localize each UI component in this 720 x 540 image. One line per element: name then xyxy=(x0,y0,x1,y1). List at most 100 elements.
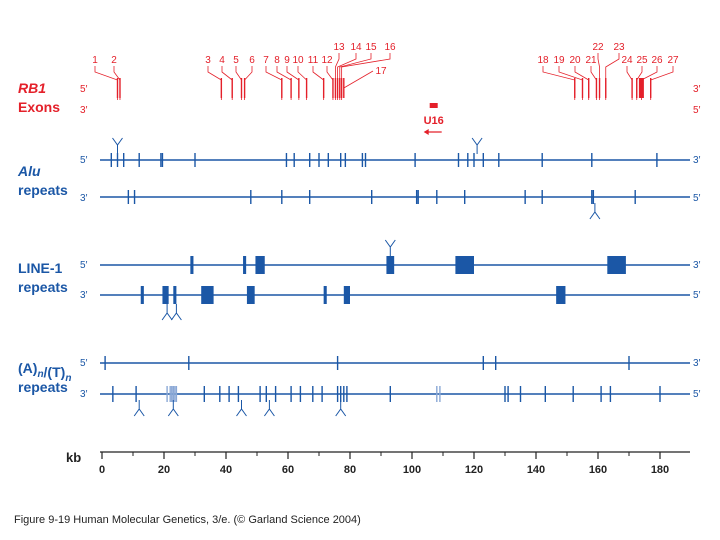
axis-tick-label: 60 xyxy=(282,464,294,476)
exon-label: 23 xyxy=(613,42,625,53)
line1-top-block xyxy=(386,256,395,274)
exon-mark xyxy=(322,78,325,98)
exon-mark xyxy=(343,78,345,98)
exon-label: 15 xyxy=(365,42,377,53)
axis-tick-label: 80 xyxy=(344,464,356,476)
exon-mark xyxy=(336,78,339,98)
exon-label: 18 xyxy=(537,55,549,66)
exon-mark xyxy=(334,78,337,98)
axis-tick-label: 20 xyxy=(158,464,170,476)
exon-mark xyxy=(588,78,590,98)
insertion-fork xyxy=(384,239,396,256)
line1-top-block xyxy=(455,256,474,274)
exon-mark xyxy=(574,78,576,98)
u16-direction-arrow xyxy=(423,129,442,135)
exon-label: 21 xyxy=(585,55,597,66)
exon-mark xyxy=(305,78,308,98)
axis-tick-label: 160 xyxy=(589,464,607,476)
alu-strand-3-left: 3′ xyxy=(80,193,88,204)
axis-ticks: 0 20 40 60 80 100 120 140 160 180 xyxy=(99,452,669,476)
polya-title-subscript: n xyxy=(37,369,43,380)
exon-leader xyxy=(276,66,292,100)
polya-strand-5-right: 5′ xyxy=(693,389,701,400)
exon-label: 2 xyxy=(111,55,117,66)
line1-strand-3-right: 3′ xyxy=(693,260,701,271)
exon-leader xyxy=(626,66,633,100)
axis-tick-label: 40 xyxy=(220,464,232,476)
exon-label: 26 xyxy=(651,55,663,66)
rb1-strand-3-left: 3′ xyxy=(80,105,88,116)
line1-top-block xyxy=(243,256,247,274)
exon-label: 16 xyxy=(384,42,396,53)
polya-strand-3-left: 3′ xyxy=(80,389,88,400)
polya-title: (A)n/(T)n xyxy=(18,360,71,384)
exon-leader xyxy=(605,53,620,100)
line1-bottom-block xyxy=(246,286,255,304)
exon-mark xyxy=(231,78,233,98)
alu-repeats-title: repeats xyxy=(18,182,68,198)
exon-mark xyxy=(243,78,246,98)
exon-leader xyxy=(312,66,325,100)
exon-mark xyxy=(119,78,121,98)
exon-leader xyxy=(244,66,253,100)
exon-leader xyxy=(265,66,283,100)
exon-mark xyxy=(116,78,119,98)
polya-title-part: /(T) xyxy=(44,364,66,380)
exon-label: 8 xyxy=(274,55,280,66)
insertion-fork xyxy=(112,137,123,154)
exons-title: Exons xyxy=(18,99,60,115)
insertion-fork xyxy=(471,137,483,154)
exon-mark xyxy=(220,78,223,98)
line1-section: LINE-1 repeats 5′ 3′ 3′ 5′ xyxy=(18,239,701,321)
line1-top-block xyxy=(607,256,626,274)
polya-strand-3-right: 3′ xyxy=(693,358,701,369)
axis-tick-label: 0 xyxy=(99,464,105,476)
u16-label: U16 xyxy=(424,115,444,127)
insertion-fork xyxy=(170,304,182,321)
alu-marks xyxy=(110,137,658,220)
line1-bottom-block xyxy=(556,286,566,304)
exon-mark xyxy=(281,78,283,98)
exon-label: 10 xyxy=(292,55,304,66)
exon-leader xyxy=(558,66,583,100)
exon-label: 9 xyxy=(284,55,290,66)
insertion-fork xyxy=(133,400,145,417)
exon-mark xyxy=(240,78,243,98)
exon-leader xyxy=(207,66,222,100)
exon-mark xyxy=(638,78,644,98)
exon-mark xyxy=(636,78,638,98)
exon-mark xyxy=(339,78,341,98)
alu-strand-5-right: 5′ xyxy=(693,193,701,204)
u16-block xyxy=(429,103,438,108)
exon-mark xyxy=(298,78,300,98)
exon-label: 3 xyxy=(205,55,211,66)
line1-bottom-block xyxy=(323,286,327,304)
exon-label: 6 xyxy=(249,55,255,66)
exon-label: 24 xyxy=(621,55,633,66)
line1-bottom-block xyxy=(140,286,144,304)
axis-unit-label: kb xyxy=(66,450,81,465)
exon-label: 17 xyxy=(375,66,387,77)
exon-label: 11 xyxy=(308,55,319,66)
rb1-strand-3-right: 3′ xyxy=(693,84,701,95)
line1-marks xyxy=(140,239,626,321)
exon-label: 12 xyxy=(321,55,333,66)
insertion-fork xyxy=(589,203,601,220)
axis-tick-label: 140 xyxy=(527,464,545,476)
line1-top-block xyxy=(190,256,194,274)
polya-title-subscript: n xyxy=(65,373,71,384)
exon-leader xyxy=(221,66,233,100)
insertion-fork xyxy=(236,400,247,417)
exon-mark xyxy=(332,78,334,98)
polya-repeats-title: repeats xyxy=(18,379,68,395)
exon-leader xyxy=(326,66,334,100)
exon-label: 22 xyxy=(592,42,604,53)
line1-bottom-block xyxy=(173,286,177,304)
line1-strand-3-left: 3′ xyxy=(80,290,88,301)
insertion-fork xyxy=(167,400,179,417)
line1-bottom-block xyxy=(343,286,350,304)
exon-label: 5 xyxy=(233,55,239,66)
exon-mark xyxy=(598,78,601,98)
